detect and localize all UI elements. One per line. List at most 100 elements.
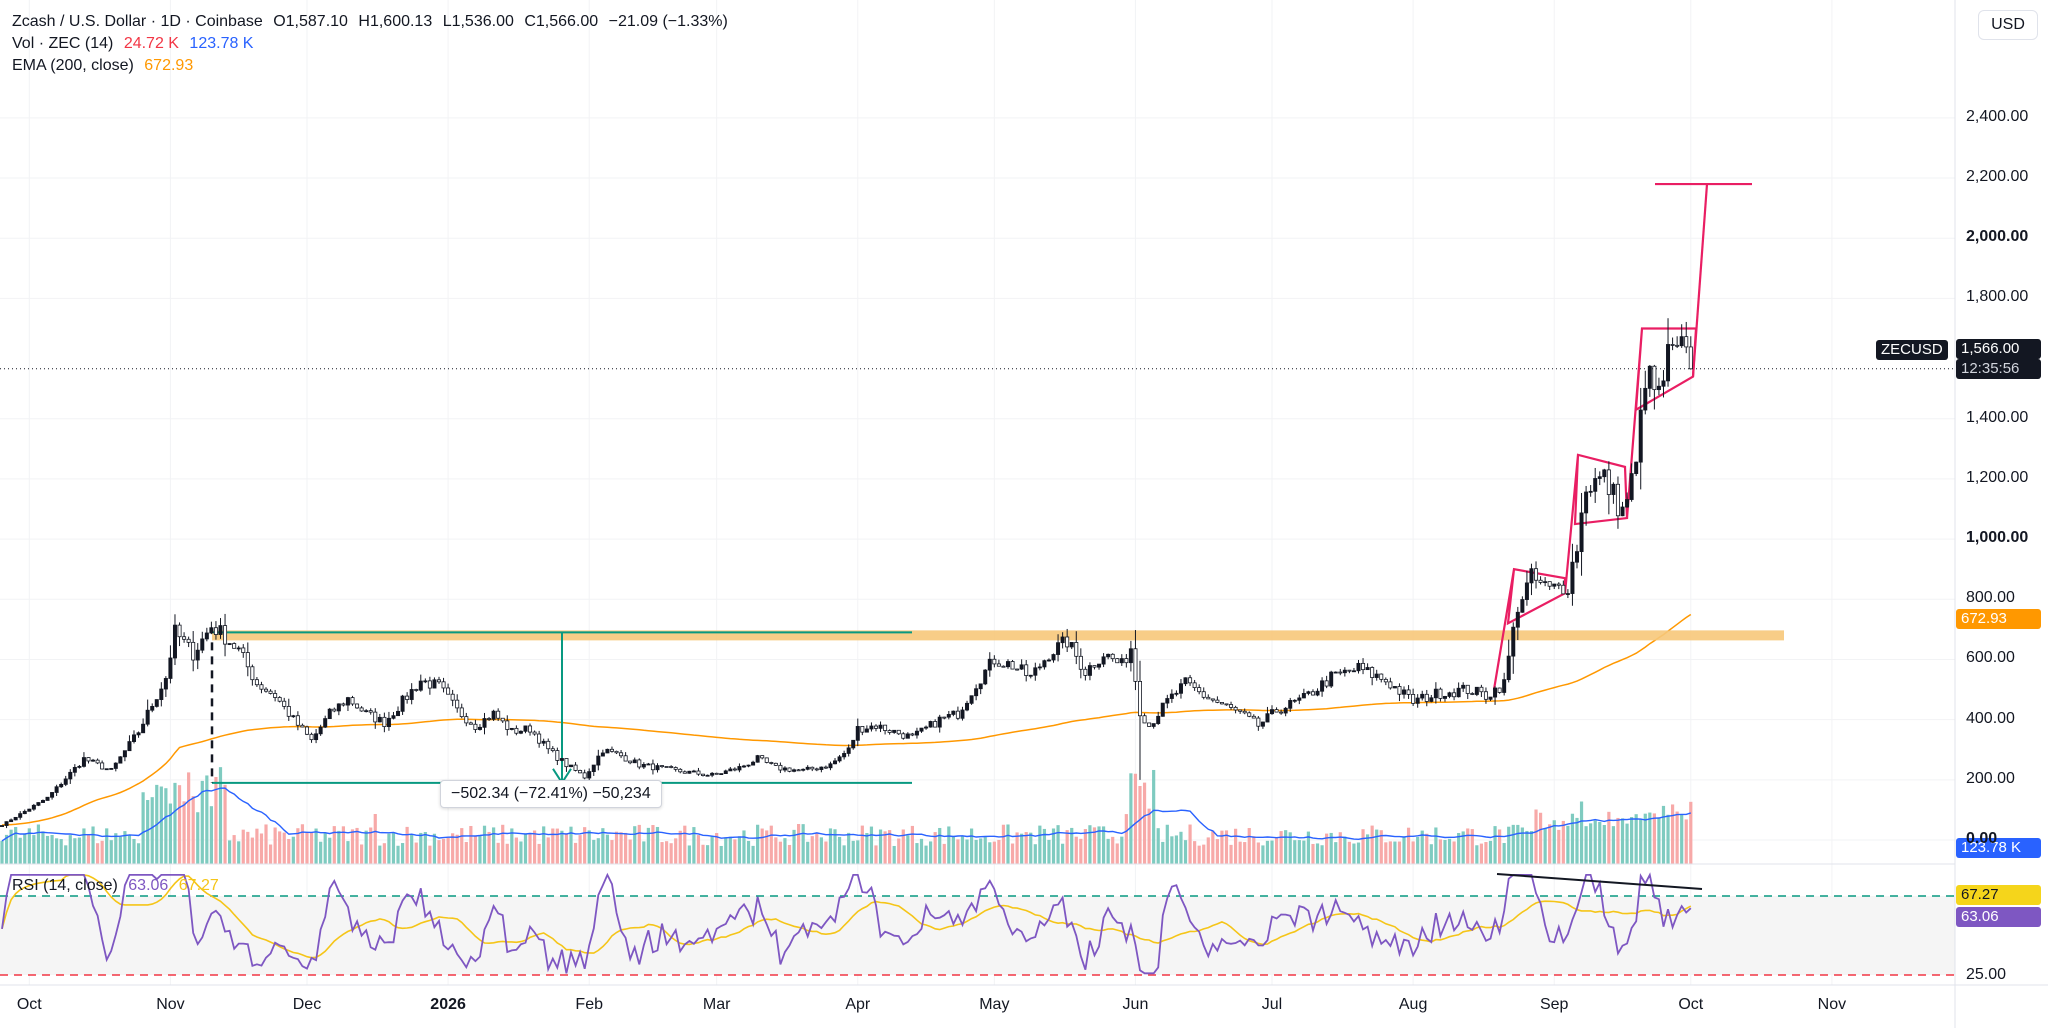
candle-body (464, 716, 469, 724)
volume-bar (705, 845, 710, 864)
candle (1106, 653, 1111, 660)
candle (1552, 583, 1557, 590)
candle-body (1101, 656, 1106, 665)
volume-bar (196, 812, 200, 864)
candle (81, 752, 86, 768)
candle-body (241, 647, 246, 653)
volume-bar (974, 839, 978, 864)
candle (1010, 659, 1015, 670)
candle-body (596, 755, 601, 766)
volume-bar (1643, 813, 1647, 864)
candle (450, 689, 455, 707)
volume-bar (737, 836, 742, 864)
volume-bar (319, 841, 323, 864)
candle (1124, 654, 1129, 668)
ema-label[interactable]: EMA (200, close) (12, 57, 134, 74)
candle-body (1543, 581, 1548, 584)
volume-bar (273, 827, 277, 864)
candle-body (737, 766, 742, 771)
volume-bar (1156, 828, 1160, 864)
candle (113, 762, 118, 772)
candle (1037, 663, 1042, 671)
candle-body (1579, 512, 1584, 553)
volume-bar (860, 825, 864, 864)
candle (573, 762, 578, 772)
candle-body (86, 757, 91, 762)
candle-body (1397, 686, 1402, 695)
flag-pattern-2 (1563, 453, 1629, 594)
candle-body (227, 643, 232, 645)
symbol-title[interactable]: Zcash / U.S. Dollar · 1D · Coinbase (12, 13, 263, 30)
rsi-label[interactable]: RSI (14, close) (12, 877, 118, 894)
candle-body (974, 688, 979, 697)
candle-body (732, 768, 737, 771)
candle (382, 712, 387, 733)
candle (869, 722, 874, 732)
candle (1688, 336, 1693, 370)
currency-button[interactable]: USD (1978, 10, 2038, 40)
volume-bar (223, 784, 227, 864)
candle-body (650, 763, 655, 771)
candle (1097, 663, 1102, 670)
volume-bar (114, 833, 118, 864)
volume-bar (1329, 832, 1333, 864)
volume-bar (988, 842, 992, 864)
candle (901, 732, 906, 740)
volume-ma-tag: 123.78 K (1956, 838, 2041, 858)
candle (1178, 678, 1183, 699)
volume-bar (1142, 782, 1147, 864)
volume-ma-line (1, 787, 1692, 842)
candle-body (1201, 691, 1206, 698)
candle-body (345, 697, 350, 706)
volume-bar (1092, 827, 1097, 864)
volume-bar (1452, 841, 1456, 864)
candle-body (955, 710, 960, 719)
candle-body (873, 725, 878, 729)
candle (368, 708, 373, 715)
candle-body (864, 728, 869, 733)
candle (833, 758, 838, 765)
volume-bar (118, 836, 122, 864)
candle (487, 717, 492, 721)
candle (1256, 716, 1261, 731)
volume-bar (0, 840, 4, 864)
volume-label[interactable]: Vol · ZEC (14) (12, 35, 114, 52)
volume-bar (337, 830, 341, 864)
candle (245, 642, 250, 677)
candle-body (569, 764, 574, 768)
candle (1142, 713, 1147, 724)
volume-bar (278, 831, 282, 864)
volume-bar (1566, 825, 1570, 864)
candle (432, 677, 437, 689)
candle-body (1256, 717, 1261, 727)
candle (728, 766, 733, 772)
candle (1415, 694, 1420, 708)
candle-body (432, 679, 437, 689)
price-axis-label: 600.00 (1966, 649, 2015, 667)
volume-bar (765, 830, 769, 864)
candle-body (163, 678, 168, 690)
candle (719, 773, 724, 775)
candle (1033, 662, 1038, 681)
volume-bar (141, 792, 145, 864)
candle-body (555, 750, 560, 761)
volume-bar (441, 838, 446, 864)
volume-bar (1147, 808, 1151, 864)
volume-bar (769, 825, 773, 864)
candle-body (1351, 670, 1356, 673)
candle-body (764, 757, 769, 763)
candle-body (550, 748, 555, 751)
candle-body (127, 741, 132, 752)
volume-bar (578, 835, 582, 864)
volume-bar (350, 829, 355, 864)
candle-body (22, 810, 27, 815)
time-axis-label: Oct (1678, 996, 1704, 1013)
candle-body (1524, 582, 1529, 600)
volume-bar (1288, 832, 1292, 864)
candle (309, 732, 314, 743)
candle (1597, 471, 1602, 486)
candle (1524, 570, 1529, 606)
volume-bar (983, 837, 987, 864)
volume-bar (1120, 836, 1124, 864)
